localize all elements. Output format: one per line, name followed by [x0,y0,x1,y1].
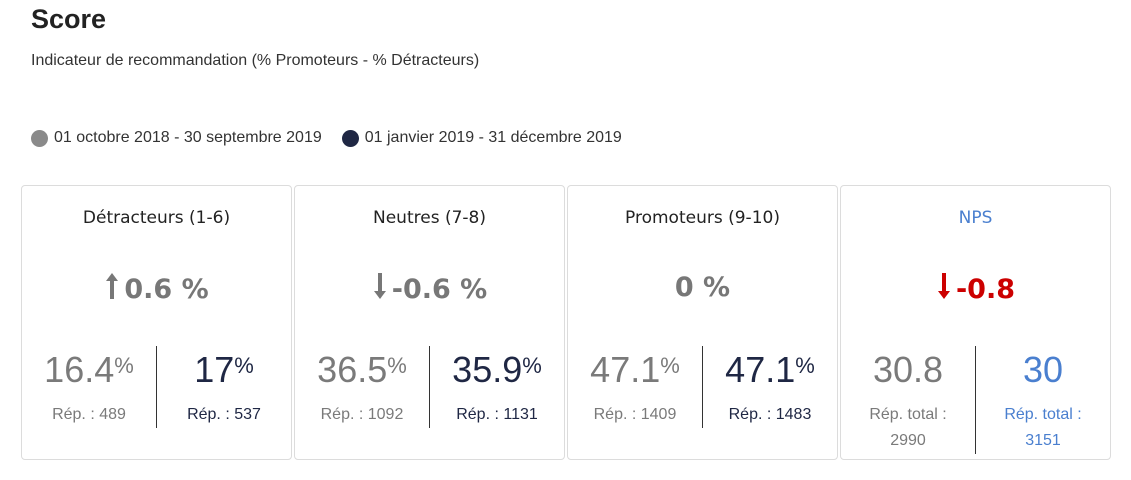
current-period: 17% Rép. : 537 [157,346,291,431]
arrow-down-icon [372,272,388,307]
divider [975,346,976,454]
percent-unit: % [795,353,815,378]
card-detracteurs: Détracteurs (1-6) 0.6 % 16.4% Rép. : 489… [21,185,292,460]
current-period: 47.1% Rép. : 1483 [703,346,837,431]
previous-period: 47.1% Rép. : 1409 [568,346,702,431]
divider [702,346,703,428]
current-period: 30 Rép. total : 3151 [976,346,1110,456]
previous-responses: Rép. : 1409 [593,406,677,423]
legend-item-period2[interactable]: 01 janvier 2019 - 31 décembre 2019 [341,129,622,147]
current-responses: Rép. : 1131 [456,406,538,423]
previous-responses: Rép. total : 2990 [841,402,975,454]
previous-value: 30.8 [872,349,944,390]
previous-period: 36.5% Rép. : 1092 [295,346,429,431]
card-title: Neutres (7-8) [373,208,486,228]
current-responses: Rép. : 1483 [728,406,812,423]
percent-unit: % [387,353,407,378]
delta-text: 0 % [674,272,731,303]
legend-label-period1: 01 octobre 2018 - 30 septembre 2019 [54,129,322,146]
percent-unit: % [234,353,254,378]
delta-text: -0.6 % [391,274,488,305]
divider [156,346,157,428]
delta-value: -0.6 % [295,272,564,307]
page-title: Score [31,4,107,34]
current-value: 35.9 [452,349,523,390]
arrow-down-icon [936,272,952,307]
responses-label: Rép. total : [869,406,947,423]
previous-period: 30.8 Rép. total : 2990 [841,346,975,456]
previous-responses: Rép. : 1092 [320,406,404,423]
delta-text: 0.6 % [124,274,209,305]
delta-text: -0.8 [955,274,1016,305]
responses-count: 2990 [890,432,926,449]
card-neutres: Neutres (7-8) -0.6 % 36.5% Rép. : 1092 3… [294,185,565,460]
current-value: 47.1 [725,349,796,390]
current-responses: Rép. total : 3151 [976,402,1110,454]
delta-value: 0 % [568,272,837,303]
previous-value: 16.4 [44,349,115,390]
current-value: 17 [194,349,235,390]
previous-responses: Rép. : 489 [52,406,126,423]
previous-value: 36.5 [317,349,388,390]
responses-label: Rép. total : [1004,406,1082,423]
previous-value: 47.1 [590,349,661,390]
card-title: Détracteurs (1-6) [82,208,231,228]
card-promoteurs: Promoteurs (9-10) 0 % 47.1% Rép. : 1409 … [567,185,838,460]
current-period: 35.9% Rép. : 1131 [430,346,564,431]
legend-label-period2: 01 janvier 2019 - 31 décembre 2019 [364,129,622,146]
arrow-up-icon [104,272,120,307]
circle-icon [341,129,359,147]
period-legend: 01 octobre 2018 - 30 septembre 2019 01 j… [31,129,642,147]
legend-item-period1[interactable]: 01 octobre 2018 - 30 septembre 2019 [31,129,322,147]
page-subtitle: Indicateur de recommandation (% Promoteu… [31,52,480,69]
percent-unit: % [660,353,680,378]
current-value: 30 [1022,349,1064,390]
card-title: Promoteurs (9-10) [625,208,780,228]
current-responses: Rép. : 537 [187,406,261,423]
percent-unit: % [114,353,134,378]
previous-period: 16.4% Rép. : 489 [22,346,156,431]
percent-unit: % [522,353,542,378]
delta-value: 0.6 % [22,272,291,307]
score-cards: Détracteurs (1-6) 0.6 % 16.4% Rép. : 489… [21,185,1113,460]
divider [429,346,430,428]
card-title: NPS [958,208,993,228]
responses-count: 3151 [1025,432,1061,449]
circle-icon [31,129,48,147]
delta-value: -0.8 [841,272,1110,307]
card-nps: NPS -0.8 30.8 Rép. total : 2990 30 Rép. … [840,185,1111,460]
